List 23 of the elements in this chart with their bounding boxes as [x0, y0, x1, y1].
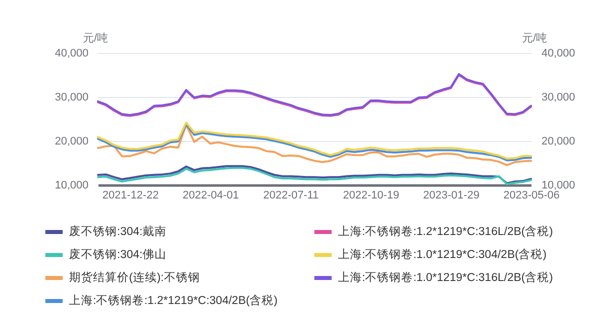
y2-tick-label: 20,000	[542, 136, 576, 148]
y-tick-label: 10,000	[54, 180, 88, 192]
y-tick-label: 30,000	[54, 92, 88, 104]
legend-label: 废不锈钢:304:戴南	[69, 224, 167, 238]
x-tick-label: 2021-12-22	[102, 190, 159, 202]
y2-tick-label: 10,000	[542, 180, 576, 192]
legend-label: 上海:不锈钢卷:1.0*1219*C:316L/2B(含税)	[338, 271, 554, 284]
y-tick-label: 40,000	[54, 48, 88, 60]
x-tick-label: 2022-07-11	[263, 190, 319, 202]
y2-axis-title: 元/吨	[522, 32, 548, 44]
y2-tick-label: 40,000	[542, 48, 576, 60]
legend-label: 上海:不锈钢卷:1.2*1219*C:304/2B(含税)	[69, 294, 278, 307]
legend-label: 上海:不锈钢卷:1.2*1219*C:316L/2B(含税)	[338, 225, 554, 238]
x-tick-label: 2023-01-29	[423, 190, 480, 202]
y2-tick-label: 30,000	[542, 92, 576, 104]
y-tick-label: 20,000	[54, 136, 88, 148]
legend-label: 废不锈钢:304:佛山	[69, 247, 167, 261]
x-tick-label: 2022-04-01	[182, 190, 239, 202]
legend-label: 期货结算价(连续):不锈钢	[69, 271, 200, 284]
legend-label: 上海:不锈钢卷:1.0*1219*C:304/2B(含税)	[338, 248, 547, 261]
y-axis-title: 元/吨	[82, 32, 108, 44]
x-tick-label: 2022-10-19	[342, 190, 400, 202]
x-tick-label: 2023-05-06	[503, 190, 560, 202]
